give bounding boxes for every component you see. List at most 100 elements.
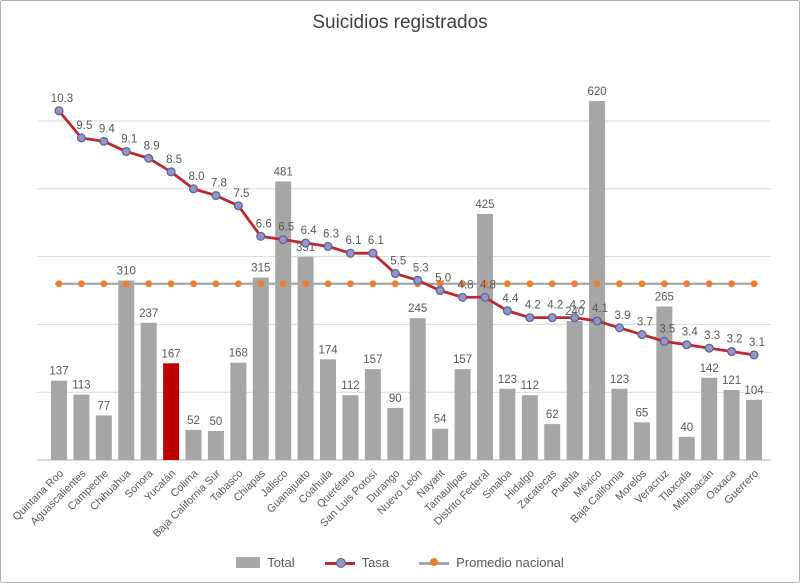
bar-zacatecas [544, 424, 561, 460]
promedio-marker [391, 280, 399, 288]
promedio-marker [660, 280, 668, 288]
tasa-marker [345, 248, 356, 258]
bar-san-luis-potosí [364, 369, 381, 460]
bar-campeche [95, 415, 112, 460]
tasa-value-label: 6.3 [323, 228, 339, 240]
tasa-value-label: 9.4 [99, 123, 116, 135]
bar-value-label: 50 [210, 416, 223, 428]
tasa-marker [570, 313, 580, 323]
promedio-marker [593, 280, 601, 288]
promedio-marker [100, 280, 108, 288]
bar-chiapas [252, 277, 269, 460]
tasa-line-icon [324, 558, 355, 568]
tasa-marker [525, 313, 535, 323]
bar-value-label: 310 [117, 266, 136, 278]
tasa-value-label: 8.9 [144, 140, 160, 152]
bar-value-label: 481 [274, 167, 293, 179]
tasa-value-label: 8.0 [189, 171, 205, 183]
bar-value-label: 620 [587, 86, 606, 98]
promedio-marker [728, 280, 735, 288]
tasa-value-label: 8.5 [166, 154, 182, 166]
tasa-marker [749, 350, 759, 360]
legend-label-total: Total [267, 555, 295, 570]
bar-value-label: 157 [453, 354, 472, 366]
tasa-value-label: 3.5 [659, 323, 675, 335]
legend-item-promedio: Promedio nacional [419, 555, 564, 570]
bar-value-label: 112 [521, 380, 539, 392]
legend-label-tasa: Tasa [361, 555, 390, 570]
promedio-marker [526, 280, 534, 288]
tasa-marker [637, 330, 647, 340]
bar-value-label: 123 [498, 374, 517, 386]
legend-label-promedio: Promedio nacional [456, 555, 564, 570]
promedio-marker [548, 280, 556, 288]
tasa-marker [76, 133, 86, 143]
tasa-value-label: 4.8 [480, 279, 496, 291]
tasa-marker [502, 306, 512, 316]
tasa-marker [211, 191, 221, 201]
promedio-marker [347, 280, 354, 288]
promedio-marker [571, 280, 579, 288]
tasa-value-label: 10.3 [51, 93, 73, 105]
tasa-marker [166, 167, 176, 177]
tasa-value-label: 3.1 [749, 337, 765, 349]
promedio-marker [504, 280, 511, 288]
tasa-marker [547, 313, 557, 323]
tasa-marker [458, 292, 468, 302]
bar-morelos [633, 422, 650, 460]
bar-value-label: 315 [251, 263, 270, 275]
tasa-marker [368, 248, 378, 258]
tasa-value-label: 4.8 [458, 279, 474, 291]
bar-value-label: 174 [318, 344, 338, 356]
bar-jalisco [275, 181, 292, 460]
tasa-value-label: 3.4 [682, 327, 699, 339]
promedio-marker [459, 280, 466, 288]
bar-value-label: 240 [565, 306, 584, 318]
tasa-marker [435, 285, 445, 296]
bar-michoacán [701, 377, 718, 460]
tasa-marker [278, 235, 288, 245]
bar-value-label: 52 [187, 415, 200, 427]
bar-nuevo-león [409, 318, 426, 460]
bar-hidalgo [521, 395, 538, 460]
tasa-marker [99, 136, 109, 146]
tasa-value-label: 6.5 [278, 222, 294, 234]
bar-yucatán [163, 363, 180, 460]
promedio-marker [145, 280, 153, 288]
bar-tlaxcala [678, 436, 695, 460]
promedio-marker [638, 280, 646, 288]
tasa-value-label: 9.1 [121, 134, 137, 146]
tasa-marker [256, 231, 266, 241]
promedio-marker [190, 280, 197, 288]
tasa-marker [188, 184, 199, 194]
promedio-marker [122, 280, 130, 288]
tasa-value-label: 3.2 [727, 334, 743, 346]
bar-veracruz [656, 306, 673, 460]
bar-nayarit [432, 428, 449, 460]
bar-durango [387, 407, 404, 460]
tasa-marker [301, 238, 311, 248]
legend: Total Tasa Promedio nacional [1, 555, 799, 570]
bar-sonora [140, 322, 157, 460]
tasa-marker [323, 241, 333, 251]
tasa-value-label: 5.0 [435, 273, 451, 285]
tasa-marker [54, 106, 64, 116]
tasa-value-label: 4.2 [570, 300, 586, 312]
bar-value-label: 112 [341, 380, 359, 392]
chart-title: Suicidios registrados [312, 12, 488, 33]
tasa-value-label: 4.2 [547, 300, 563, 312]
tasa-marker [614, 323, 625, 333]
tasa-value-label: 6.1 [345, 235, 361, 247]
tasa-marker [121, 146, 131, 157]
bar-value-label: 137 [49, 366, 68, 378]
tasa-value-label: 6.1 [368, 235, 384, 247]
promedio-marker [234, 280, 242, 288]
bar-value-label: 237 [139, 308, 158, 320]
tasa-value-label: 5.5 [390, 256, 406, 268]
tasa-value-label: 3.7 [637, 317, 653, 329]
tasa-value-label: 7.5 [233, 188, 249, 200]
bar-colima [185, 429, 202, 460]
legend-item-total: Total [236, 555, 295, 570]
